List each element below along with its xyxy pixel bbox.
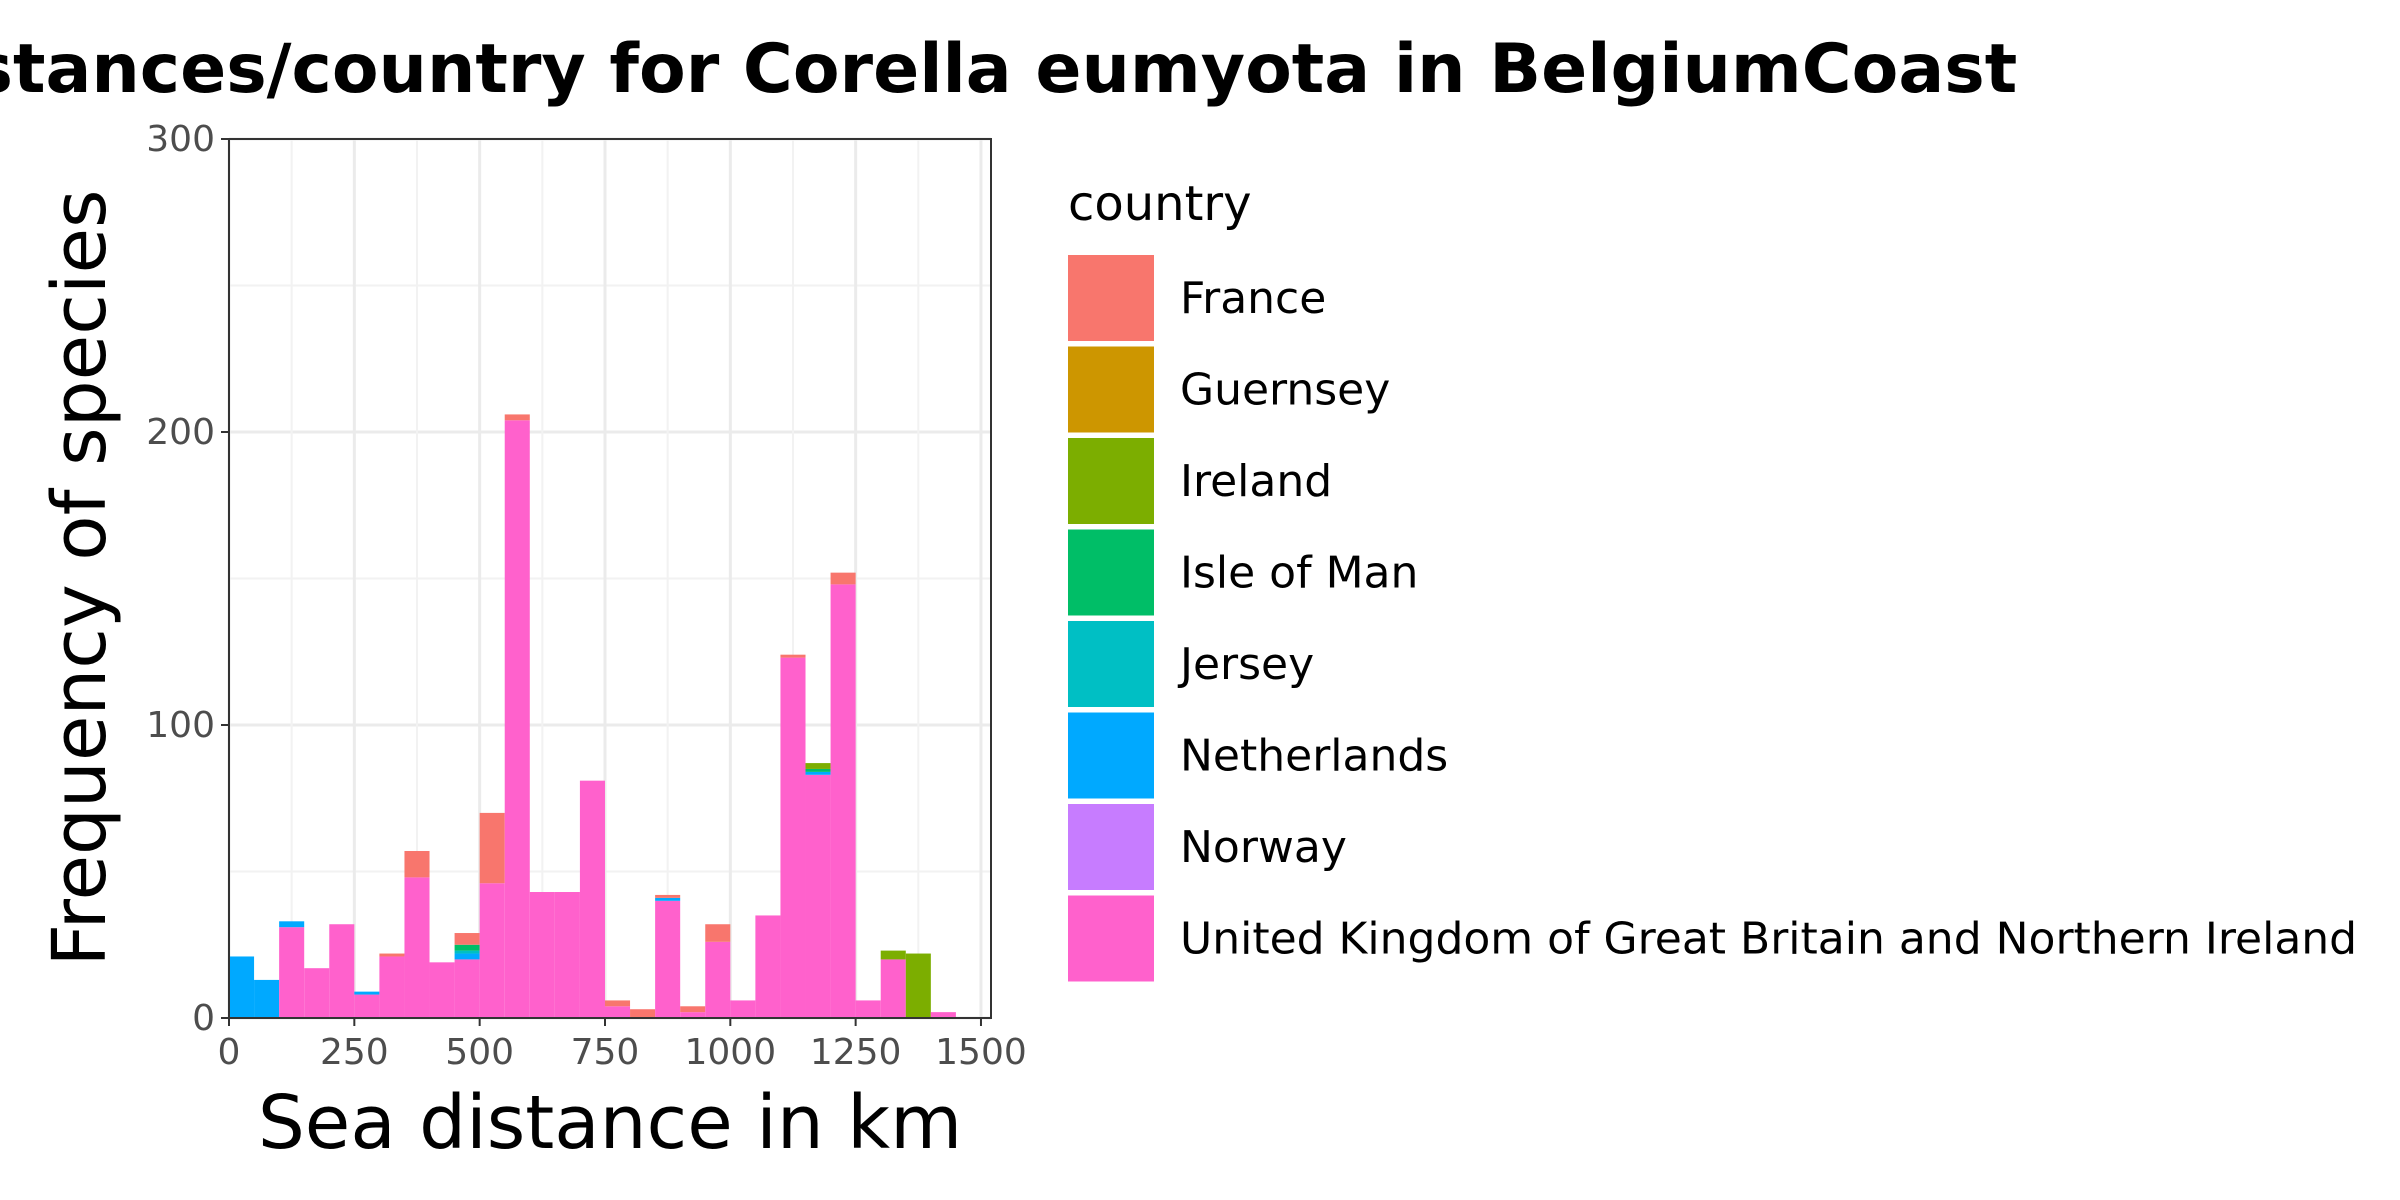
bar-segment	[254, 979, 280, 1018]
bar-segment	[830, 584, 856, 1018]
bar-segment	[504, 414, 530, 421]
bar-segment	[905, 953, 931, 1018]
x-tick-label: 250	[320, 1032, 389, 1073]
bar-segment	[805, 763, 831, 769]
bars	[229, 414, 956, 1018]
bar-segment	[454, 953, 480, 960]
legend: France Guernsey Ireland Isle of Man Jersey Ne…	[1068, 255, 2357, 982]
bar-segment	[604, 1006, 631, 1018]
x-tick-label: 1000	[685, 1032, 777, 1073]
bar-segment	[404, 850, 430, 878]
bar-segment	[730, 1000, 756, 1018]
legend-swatch	[1068, 804, 1154, 890]
bar-segment	[930, 1012, 956, 1018]
legend-label: United Kingdom of Great Britain and Nort…	[1180, 914, 2357, 965]
y-tick-label: 200	[146, 412, 215, 453]
y-tick-label: 300	[146, 119, 215, 160]
bar-segment	[279, 921, 305, 928]
legend-swatch	[1068, 255, 1154, 341]
bar-segment	[705, 924, 731, 942]
bar-segment	[705, 941, 731, 1018]
bar-segment	[354, 991, 380, 995]
legend-label: Jersey	[1177, 639, 1314, 690]
bar-segment	[655, 894, 681, 898]
legend-swatch	[1068, 621, 1154, 707]
bar-segment	[304, 968, 330, 1018]
legend-label: Norway	[1180, 822, 1347, 873]
legend-label: Netherlands	[1180, 731, 1448, 782]
legend-label: France	[1180, 273, 1326, 324]
bar-segment	[880, 950, 906, 960]
bar-segment	[479, 883, 505, 1018]
bar-segment	[630, 1009, 656, 1018]
bar-segment	[680, 1006, 706, 1013]
bar-segment	[504, 420, 530, 1018]
x-tick-label: 0	[218, 1032, 241, 1073]
axes: 0 100 200 300 0 250 500 750 1000 1250 1500	[146, 119, 1027, 1073]
bar-segment	[579, 780, 605, 1018]
legend-swatch	[1068, 346, 1154, 433]
x-tick-label: 1500	[935, 1032, 1027, 1073]
bar-segment	[755, 915, 781, 1018]
bar-segment	[379, 953, 405, 957]
bar-segment	[680, 1012, 706, 1018]
bar-segment	[454, 944, 480, 951]
legend-swatch	[1068, 712, 1154, 799]
bar-segment	[780, 654, 806, 658]
y-tick-label: 0	[192, 998, 215, 1039]
bar-segment	[454, 933, 480, 945]
bar-segment	[805, 774, 831, 1018]
bar-segment	[805, 771, 831, 775]
legend-label: Isle of Man	[1180, 548, 1418, 599]
bar-segment	[279, 927, 305, 1018]
legend-swatch	[1068, 529, 1154, 616]
bar-segment	[379, 956, 405, 1018]
x-tick-label: 500	[445, 1032, 514, 1073]
bar-segment	[554, 892, 580, 1018]
legend-label: Ireland	[1180, 456, 1332, 507]
legend-title: country	[1068, 176, 1252, 232]
bar-segment	[604, 1000, 631, 1007]
bar-segment	[655, 897, 681, 901]
legend-label: Guernsey	[1180, 365, 1390, 416]
bar-segment	[855, 1000, 881, 1018]
bar-segment	[655, 900, 681, 1018]
bar-segment	[880, 959, 906, 1018]
bar-segment	[529, 892, 555, 1018]
bar-segment	[229, 956, 255, 1018]
bar-segment	[454, 950, 480, 954]
bar-segment	[454, 959, 480, 1018]
plot-border	[228, 138, 992, 1019]
bar-segment	[830, 572, 856, 585]
bar-segment	[479, 812, 505, 884]
x-tick-label: 1250	[810, 1032, 902, 1073]
bar-segment	[329, 924, 355, 1018]
x-tick-label: 750	[571, 1032, 640, 1073]
y-axis-title: Frequency of species	[37, 189, 123, 966]
legend-swatch	[1068, 438, 1154, 524]
bar-segment	[780, 657, 806, 1018]
bar-segment	[429, 962, 455, 1018]
x-axis-title: Sea distance in km	[258, 1080, 962, 1166]
chart-title: Distances/country for Corella eumyota in…	[0, 30, 2017, 109]
bar-segment	[805, 768, 831, 772]
y-tick-label: 100	[146, 705, 215, 746]
legend-swatch	[1068, 895, 1154, 982]
bar-segment	[404, 877, 430, 1018]
bar-segment	[354, 994, 380, 1018]
